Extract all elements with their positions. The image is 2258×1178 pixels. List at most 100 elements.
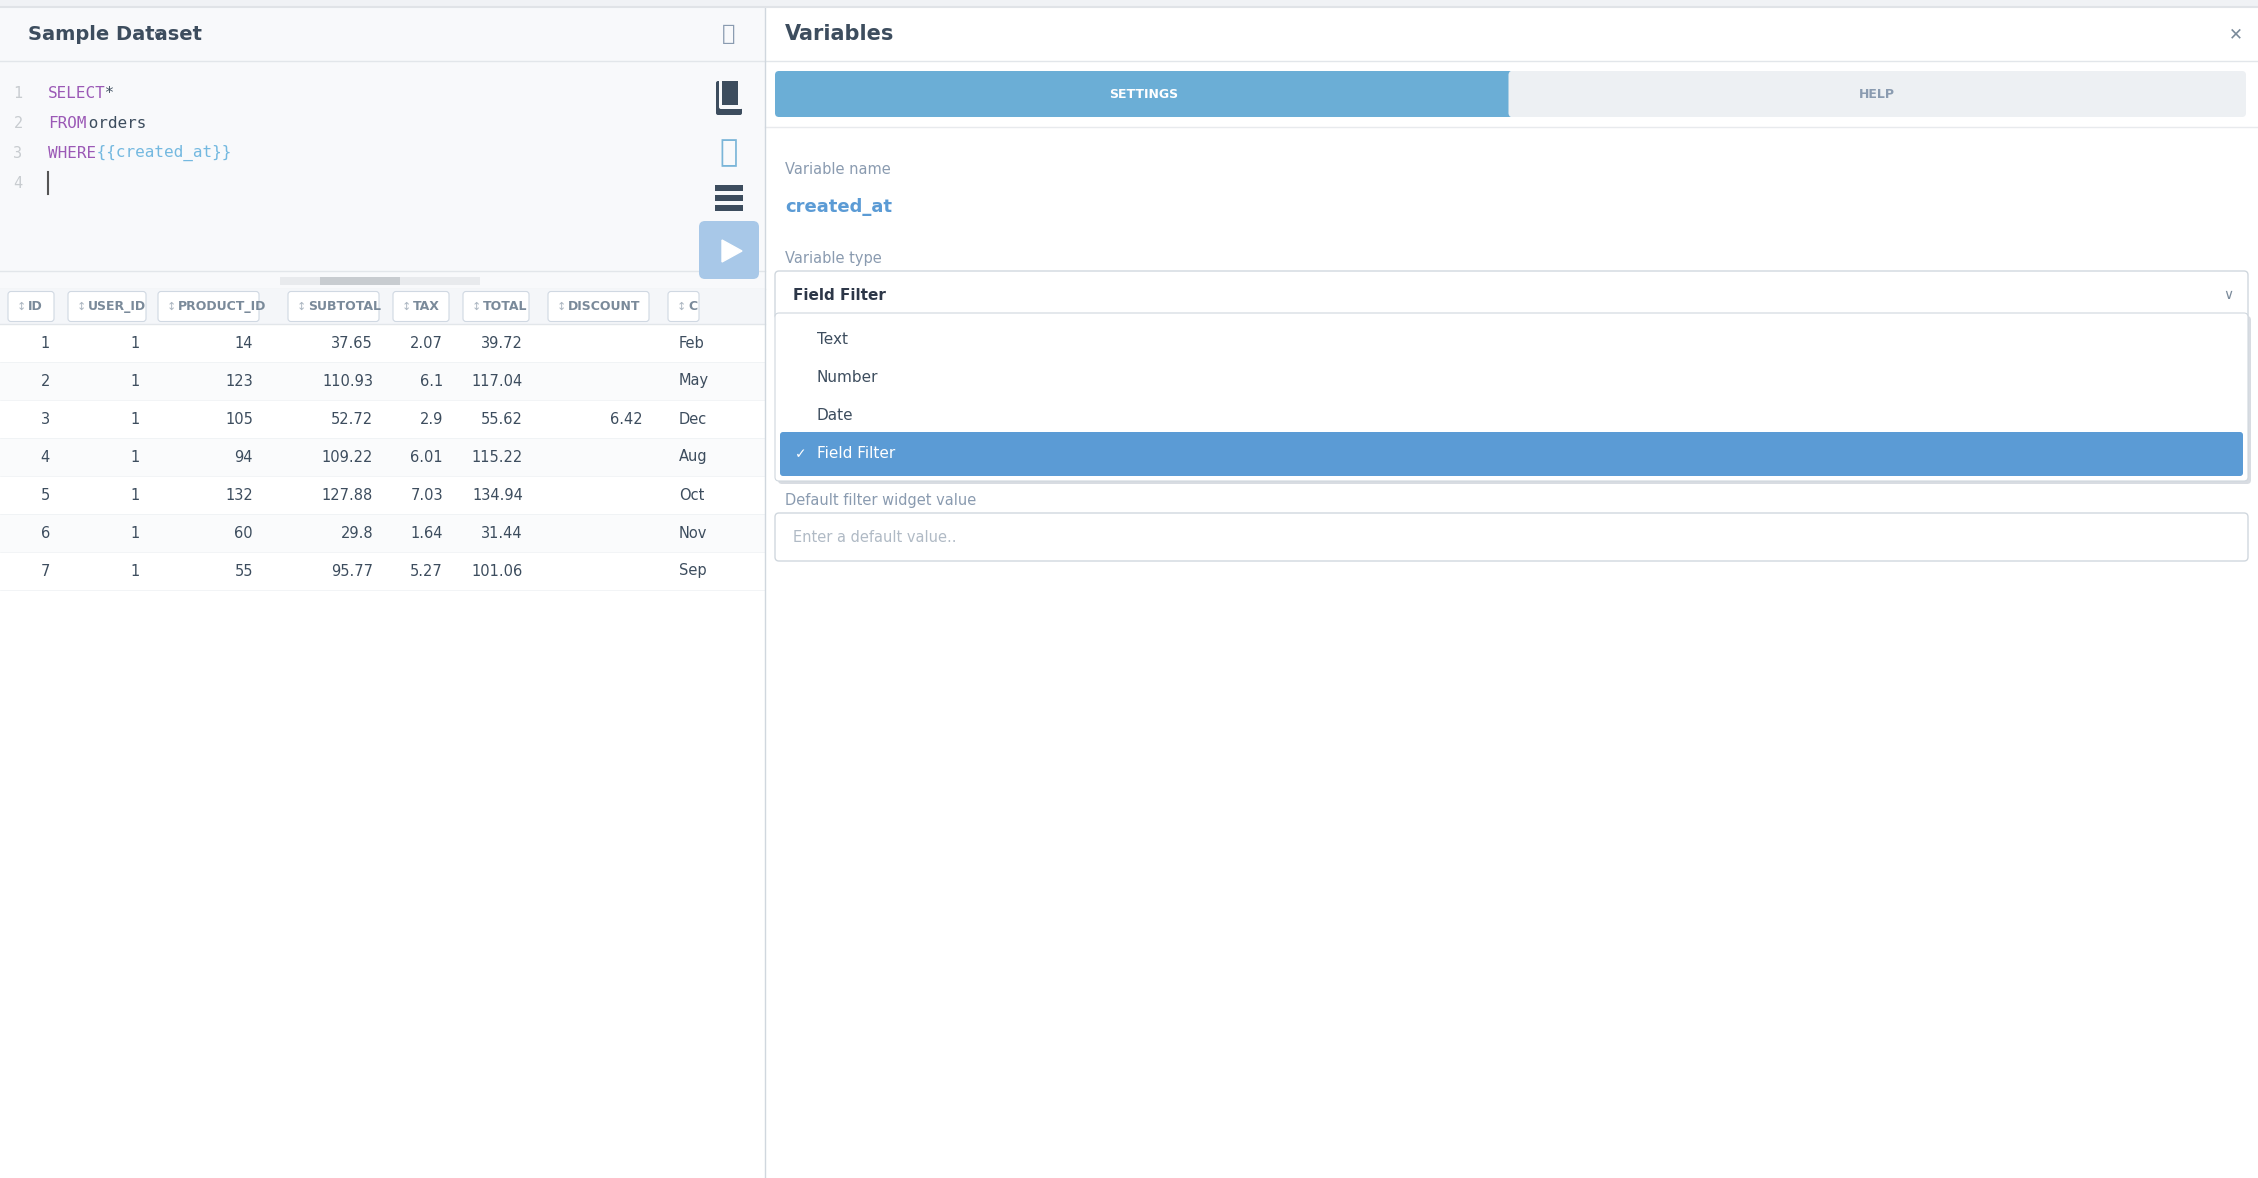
Text: DISCOUNT: DISCOUNT [569, 300, 641, 313]
FancyBboxPatch shape [779, 316, 2251, 484]
Text: ID: ID [27, 300, 43, 313]
Text: PRODUCT_ID: PRODUCT_ID [178, 300, 266, 313]
Text: 3: 3 [41, 411, 50, 426]
FancyBboxPatch shape [9, 291, 54, 322]
Bar [716, 196, 743, 201]
Text: 115.22: 115.22 [472, 450, 524, 464]
Text: 101.06: 101.06 [472, 563, 524, 578]
Bar [0, 514, 765, 552]
Text: *: * [95, 86, 115, 100]
Text: ⤢: ⤢ [723, 24, 736, 44]
Text: SELECT: SELECT [47, 86, 106, 100]
Text: 132: 132 [226, 488, 253, 503]
Bar [0, 552, 765, 590]
Text: Sep: Sep [680, 563, 707, 578]
Text: 29.8: 29.8 [341, 525, 373, 541]
Text: 7.03: 7.03 [411, 488, 443, 503]
Text: HELP: HELP [1858, 87, 1894, 100]
FancyBboxPatch shape [68, 291, 147, 322]
Text: Oct: Oct [680, 488, 704, 503]
Bar [0, 324, 765, 362]
Bar [0, 362, 765, 401]
Text: ↕: ↕ [677, 302, 686, 311]
Text: 6.01: 6.01 [411, 450, 443, 464]
Text: Variables: Variables [786, 24, 894, 44]
Text: 127.88: 127.88 [321, 488, 373, 503]
Text: 1: 1 [131, 411, 140, 426]
Text: 𝒙: 𝒙 [720, 139, 738, 167]
Text: 1: 1 [131, 336, 140, 351]
Text: 6.1: 6.1 [420, 373, 443, 389]
Text: SUBTOTAL: SUBTOTAL [307, 300, 382, 313]
FancyBboxPatch shape [158, 291, 260, 322]
Text: 5.27: 5.27 [411, 563, 443, 578]
Text: 1: 1 [131, 373, 140, 389]
FancyBboxPatch shape [463, 291, 528, 322]
Text: Field Filter: Field Filter [817, 446, 894, 462]
Text: 60: 60 [235, 525, 253, 541]
FancyBboxPatch shape [779, 432, 2242, 476]
Text: Variable name: Variable name [786, 161, 890, 177]
Text: 14: 14 [235, 336, 253, 351]
Text: Feb: Feb [680, 336, 704, 351]
Bar [321, 277, 400, 285]
Text: 1: 1 [131, 525, 140, 541]
Bar [0, 7, 765, 61]
FancyBboxPatch shape [774, 313, 2249, 481]
FancyBboxPatch shape [774, 271, 2249, 319]
Text: Variable type: Variable type [786, 251, 883, 266]
Text: 39.72: 39.72 [481, 336, 524, 351]
FancyBboxPatch shape [716, 81, 743, 115]
Bar [765, 7, 2258, 61]
Text: 52.72: 52.72 [332, 411, 373, 426]
FancyBboxPatch shape [668, 291, 700, 322]
Text: TOTAL: TOTAL [483, 300, 528, 313]
Text: 1: 1 [131, 488, 140, 503]
Polygon shape [723, 240, 743, 262]
Text: ∨: ∨ [151, 29, 163, 44]
Text: ↕: ↕ [77, 302, 86, 311]
Text: orders: orders [79, 115, 147, 131]
Text: ✕: ✕ [2229, 25, 2242, 44]
Bar [765, 7, 2258, 1178]
Text: Date: Date [817, 409, 854, 424]
Text: 94: 94 [235, 450, 253, 464]
Text: SETTINGS: SETTINGS [1109, 87, 1179, 100]
Text: 1: 1 [14, 86, 23, 100]
Bar [0, 289, 765, 324]
Text: USER_ID: USER_ID [88, 300, 147, 313]
FancyBboxPatch shape [700, 221, 759, 279]
Text: 2: 2 [14, 115, 23, 131]
Text: ↕: ↕ [167, 302, 176, 311]
Text: Dec: Dec [680, 411, 707, 426]
Text: Aug: Aug [680, 450, 707, 464]
Text: Nov: Nov [680, 525, 707, 541]
Text: ↕: ↕ [298, 302, 307, 311]
FancyBboxPatch shape [774, 512, 2249, 561]
Text: 55.62: 55.62 [481, 411, 524, 426]
Text: 37.65: 37.65 [332, 336, 373, 351]
FancyBboxPatch shape [289, 291, 379, 322]
Text: ∨: ∨ [2222, 287, 2233, 302]
Text: Text: Text [817, 332, 849, 348]
Text: C: C [689, 300, 698, 313]
Text: Sample Dataset: Sample Dataset [27, 25, 201, 44]
Text: 2.9: 2.9 [420, 411, 443, 426]
Text: 6.42: 6.42 [610, 411, 644, 426]
Text: ↕: ↕ [472, 302, 481, 311]
Text: May: May [680, 373, 709, 389]
Text: Enter a default value..: Enter a default value.. [793, 529, 957, 544]
Bar [0, 401, 765, 438]
Text: Field Filter: Field Filter [793, 287, 885, 303]
Text: 123: 123 [226, 373, 253, 389]
Text: 1.64: 1.64 [411, 525, 443, 541]
Text: ↕: ↕ [18, 302, 27, 311]
Text: TAX: TAX [413, 300, 440, 313]
Text: created_at: created_at [786, 198, 892, 216]
Bar [0, 476, 765, 514]
Text: 3: 3 [14, 146, 23, 160]
Bar [716, 205, 743, 211]
Text: 6: 6 [41, 525, 50, 541]
Text: 1: 1 [131, 563, 140, 578]
Text: 109.22: 109.22 [321, 450, 373, 464]
